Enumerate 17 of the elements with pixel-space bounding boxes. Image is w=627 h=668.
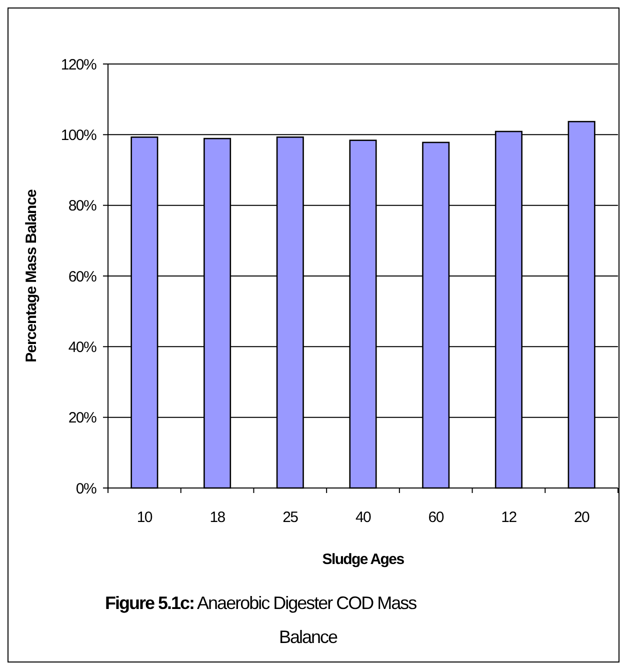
y-axis-title: Percentage Mass Balance bbox=[23, 189, 40, 362]
y-tick-label: 100% bbox=[60, 126, 96, 144]
text: Figure 5.1c: Anaerobic Digester COD Mass Balance bbox=[105, 593, 418, 647]
x-tick-label: 40 bbox=[355, 509, 371, 526]
y-tick-label: 60% bbox=[68, 268, 96, 286]
x-tick-label: 25 bbox=[282, 509, 298, 526]
x-tick-label: 12 bbox=[501, 509, 517, 526]
y-tick-label: 80% bbox=[68, 198, 96, 215]
x-axis-title: Sludge Ages bbox=[322, 551, 404, 568]
y-tick-label: 0% bbox=[76, 480, 96, 498]
x-tick-label: 20 bbox=[574, 509, 590, 526]
y-tick-label: 120% bbox=[60, 56, 96, 74]
x-tick-label: 18 bbox=[210, 509, 226, 526]
y-tick-label: 40% bbox=[68, 338, 96, 356]
x-tick-label: 10 bbox=[136, 509, 152, 526]
y-tick-label: 20% bbox=[68, 410, 96, 427]
x-tick-label: 60 bbox=[428, 509, 444, 526]
